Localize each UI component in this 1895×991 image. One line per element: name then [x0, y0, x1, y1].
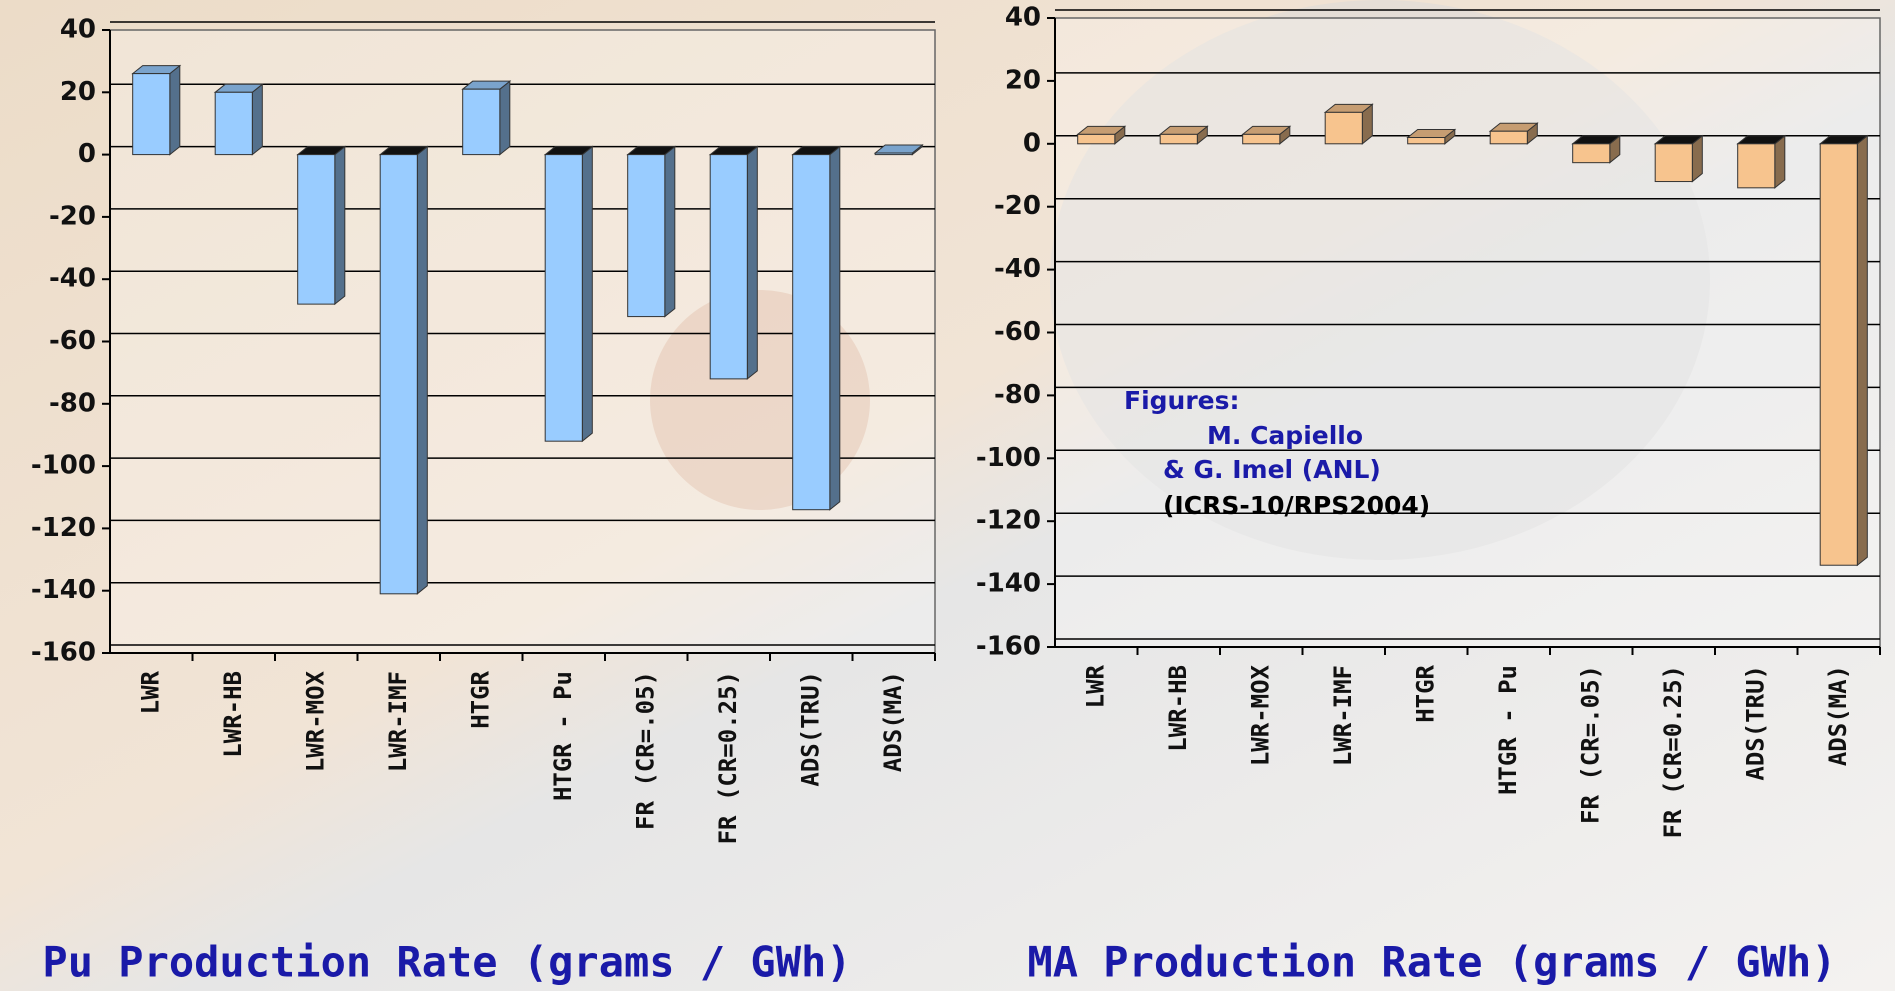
bar-side — [582, 147, 592, 442]
y-tick-label: -40 — [994, 254, 1041, 284]
y-tick-label: -140 — [976, 569, 1041, 599]
y-tick-label: 20 — [60, 77, 96, 107]
x-tick-label: FR (CR=0.25) — [1659, 665, 1687, 838]
x-tick-label: LWR-MOX — [301, 670, 329, 772]
plot-area — [1055, 18, 1880, 647]
bar-side — [417, 147, 427, 594]
annotation: (ICRS-10/RPS2004) — [1163, 491, 1430, 520]
y-tick-label: -100 — [31, 451, 96, 481]
y-tick-label: 40 — [60, 15, 96, 45]
x-tick-label: LWR-IMF — [1329, 665, 1357, 766]
bar — [215, 92, 252, 154]
x-tick-label: LWR-MOX — [1246, 664, 1274, 766]
y-tick-label: -120 — [976, 506, 1041, 536]
page: Pu Production Rate (grams / GWh) MA Prod… — [0, 0, 1895, 991]
bar — [1243, 134, 1280, 143]
x-tick-label: FR (CR=0.25) — [714, 671, 742, 844]
bar — [1078, 134, 1115, 143]
annotation: M. Capiello — [1207, 421, 1363, 450]
bar-side — [747, 147, 757, 379]
x-tick-label: LWR — [136, 670, 164, 714]
x-tick-label: LWR — [1081, 664, 1109, 708]
bar-side — [830, 147, 840, 510]
y-tick-label: -20 — [49, 201, 96, 231]
bar-side — [1775, 136, 1785, 188]
y-tick-label: -120 — [31, 513, 96, 543]
x-tick-label: HTGR — [1411, 664, 1439, 722]
annotation: & G. Imel (ANL) — [1163, 455, 1381, 484]
bar — [1490, 131, 1527, 144]
x-tick-label: ADS(TRU) — [1741, 665, 1769, 781]
y-tick-label: 0 — [78, 139, 96, 169]
x-tick-label: HTGR - Pu — [1494, 665, 1522, 795]
y-tick-label: -40 — [49, 264, 96, 294]
bar-side — [500, 81, 510, 154]
bar — [133, 74, 170, 155]
x-tick-label: HTGR — [466, 670, 494, 728]
bar — [628, 155, 665, 317]
chart-title: Pu Production Rate (grams / GWh) — [42, 938, 851, 987]
y-tick-label: -140 — [31, 575, 96, 605]
annotation: Figures: — [1124, 386, 1240, 415]
y-tick-label: -20 — [994, 191, 1041, 221]
x-tick-label: ADS(MA) — [879, 671, 907, 772]
bar — [875, 153, 912, 155]
bar-side — [252, 84, 262, 154]
y-tick-label: 0 — [1023, 128, 1041, 158]
y-tick-label: -100 — [976, 443, 1041, 473]
bar — [298, 155, 335, 305]
y-tick-label: -80 — [994, 380, 1041, 410]
bar — [1738, 144, 1775, 188]
chart-title: MA Production Rate (grams / GWh) — [1027, 938, 1836, 987]
bar — [545, 155, 582, 442]
bar-side — [1857, 136, 1867, 565]
bar-side — [335, 147, 345, 305]
y-tick-label: -160 — [976, 632, 1041, 662]
bar-side — [665, 147, 675, 317]
bar — [1408, 138, 1445, 144]
x-tick-label: LWR-IMF — [384, 671, 412, 772]
x-tick-label: FR (CR=.05) — [631, 671, 659, 830]
bar-side — [170, 66, 180, 155]
bar — [1325, 112, 1362, 143]
x-tick-label: LWR-HB — [219, 671, 247, 758]
y-tick-label: -80 — [49, 388, 96, 418]
y-tick-label: -60 — [994, 317, 1041, 347]
x-tick-label: ADS(TRU) — [796, 671, 824, 787]
bar — [463, 89, 500, 154]
y-tick-label: -160 — [31, 638, 96, 668]
bar — [710, 155, 747, 379]
bar — [1160, 134, 1197, 143]
y-tick-label: -60 — [49, 326, 96, 356]
bar — [1655, 144, 1692, 182]
bar — [380, 155, 417, 594]
bar — [1573, 144, 1610, 163]
y-tick-label: 20 — [1005, 65, 1041, 95]
bar — [1820, 144, 1857, 565]
x-tick-label: ADS(MA) — [1824, 665, 1852, 766]
x-tick-label: HTGR - Pu — [549, 671, 577, 801]
bar — [793, 155, 830, 510]
y-tick-label: 40 — [1005, 3, 1041, 33]
x-tick-label: FR (CR=.05) — [1576, 665, 1604, 824]
x-tick-label: LWR-HB — [1164, 665, 1192, 752]
